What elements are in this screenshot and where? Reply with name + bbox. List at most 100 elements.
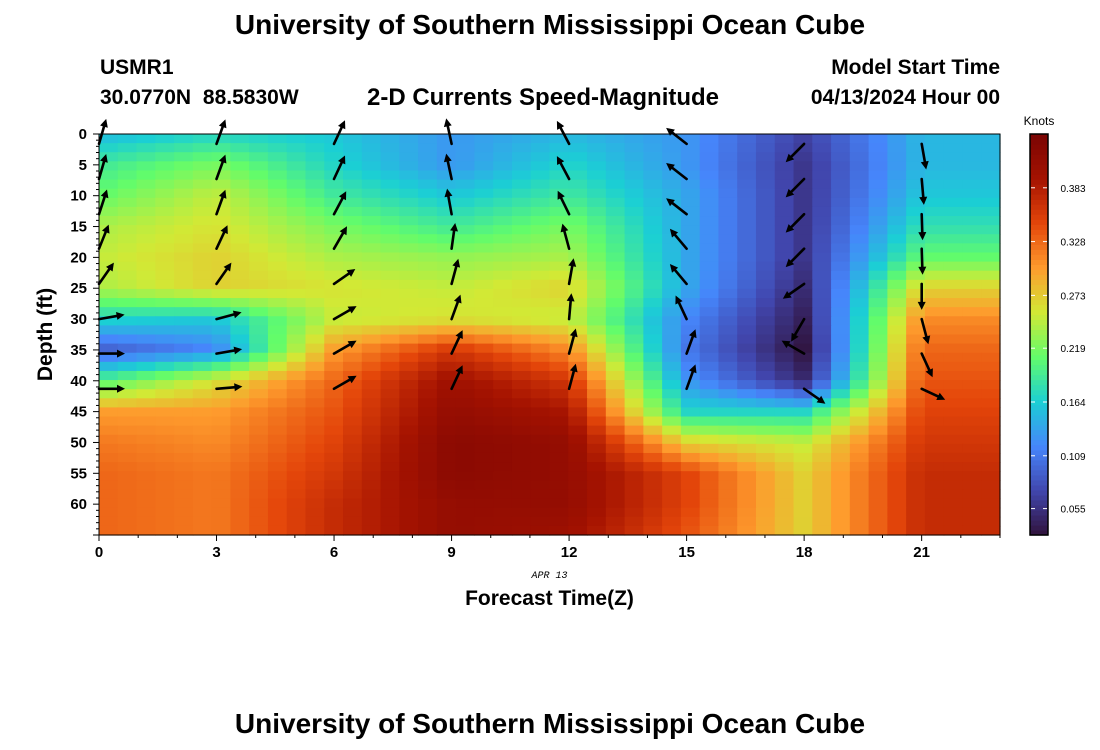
heatmap-cell bbox=[136, 480, 156, 491]
heatmap-cell bbox=[361, 462, 382, 472]
heatmap-cell bbox=[868, 462, 888, 472]
heatmap-cell bbox=[230, 179, 250, 190]
heatmap-cell bbox=[249, 398, 269, 409]
heatmap-cell bbox=[380, 234, 400, 244]
heatmap-cell bbox=[755, 398, 776, 409]
heatmap-cell bbox=[906, 179, 926, 190]
heatmap-cell bbox=[699, 452, 720, 463]
heatmap-cell bbox=[755, 525, 776, 536]
heatmap-cell bbox=[662, 489, 682, 500]
heatmap-cell bbox=[812, 352, 832, 363]
heatmap-cell bbox=[943, 398, 964, 409]
heatmap-cell bbox=[812, 279, 832, 290]
heatmap-cell bbox=[455, 225, 476, 235]
heatmap-cell bbox=[624, 188, 644, 199]
heatmap-cell bbox=[455, 279, 476, 290]
heatmap-cell bbox=[192, 389, 213, 399]
colorbar-band bbox=[1030, 459, 1048, 466]
heatmap-cell bbox=[906, 325, 926, 336]
heatmap-cell bbox=[530, 452, 551, 463]
heatmap-cell bbox=[99, 170, 119, 181]
colorbar-tick-label: 0.164 bbox=[1060, 398, 1085, 409]
heatmap-cell bbox=[624, 407, 644, 418]
heatmap-cell bbox=[511, 216, 532, 226]
y-tick-label: 0 bbox=[79, 126, 87, 143]
heatmap-cell bbox=[530, 380, 551, 390]
heatmap-cell bbox=[399, 370, 419, 381]
arrow-head bbox=[454, 294, 462, 304]
heatmap-cell bbox=[211, 170, 231, 181]
heatmap bbox=[99, 134, 1001, 536]
heatmap-cell bbox=[568, 489, 588, 500]
heatmap-cell bbox=[117, 516, 138, 527]
heatmap-cell bbox=[211, 516, 231, 527]
heatmap-cell bbox=[324, 398, 344, 409]
heatmap-cell bbox=[324, 270, 344, 281]
heatmap-cell bbox=[962, 452, 982, 463]
heatmap-cell bbox=[924, 507, 945, 518]
heatmap-cell bbox=[737, 307, 757, 317]
heatmap-cell bbox=[174, 206, 194, 217]
heatmap-cell bbox=[530, 471, 551, 481]
heatmap-cell bbox=[605, 234, 626, 244]
heatmap-cell bbox=[849, 270, 870, 281]
heatmap-cell bbox=[924, 252, 945, 263]
heatmap-cell bbox=[511, 243, 532, 254]
heatmap-cell bbox=[868, 489, 888, 500]
heatmap-cell bbox=[849, 471, 870, 481]
heatmap-cell bbox=[605, 216, 626, 226]
heatmap-cell bbox=[99, 416, 119, 427]
heatmap-cell bbox=[455, 270, 476, 281]
current-arrow bbox=[560, 223, 571, 250]
heatmap-cell bbox=[699, 480, 720, 491]
colorbar-band bbox=[1030, 344, 1048, 351]
heatmap-cell bbox=[943, 361, 964, 372]
heatmap-cell bbox=[136, 279, 156, 290]
heatmap-cell bbox=[868, 307, 888, 317]
heatmap-cell bbox=[662, 334, 682, 345]
heatmap-cell bbox=[906, 161, 926, 172]
heatmap-cell bbox=[361, 471, 382, 481]
heatmap-cell bbox=[643, 398, 663, 409]
heatmap-cell bbox=[343, 143, 363, 153]
heatmap-cell bbox=[380, 216, 400, 226]
heatmap-cell bbox=[868, 480, 888, 491]
current-arrow bbox=[785, 177, 806, 198]
heatmap-cell bbox=[868, 434, 888, 445]
heatmap-cell bbox=[662, 288, 682, 299]
heatmap-cell bbox=[211, 225, 231, 235]
heatmap-cell bbox=[380, 516, 400, 527]
heatmap-cell bbox=[455, 380, 476, 390]
heatmap-cell bbox=[192, 471, 213, 481]
heatmap-cell bbox=[99, 398, 119, 409]
heatmap-cell bbox=[399, 443, 419, 454]
heatmap-cell bbox=[230, 252, 250, 263]
heatmap-cell bbox=[962, 288, 982, 299]
heatmap-cell bbox=[305, 298, 325, 308]
heatmap-cell bbox=[511, 188, 532, 199]
heatmap-cell bbox=[174, 243, 194, 254]
heatmap-cell bbox=[174, 380, 194, 390]
colorbar-band bbox=[1030, 519, 1048, 526]
colorbar-band bbox=[1030, 489, 1048, 496]
current-arrow bbox=[685, 329, 697, 355]
heatmap-cell bbox=[549, 170, 569, 181]
heatmap-cell bbox=[849, 452, 870, 463]
heatmap-cell bbox=[286, 307, 307, 317]
colorbar-tick-label: 0.109 bbox=[1060, 452, 1085, 463]
heatmap-cell bbox=[230, 380, 250, 390]
colorbar-band bbox=[1030, 419, 1048, 426]
heatmap-cell bbox=[699, 197, 720, 208]
heatmap-cell bbox=[549, 179, 569, 190]
heatmap-cell bbox=[906, 134, 926, 144]
heatmap-cell bbox=[624, 170, 644, 181]
heatmap-cell bbox=[155, 288, 175, 299]
heatmap-cell bbox=[324, 298, 344, 308]
colorbar-band bbox=[1030, 509, 1048, 516]
heatmap-cell bbox=[474, 352, 494, 363]
heatmap-cell bbox=[343, 416, 363, 427]
heatmap-cell bbox=[737, 288, 757, 299]
heatmap-cell bbox=[793, 188, 813, 199]
heatmap-cell bbox=[343, 216, 363, 226]
